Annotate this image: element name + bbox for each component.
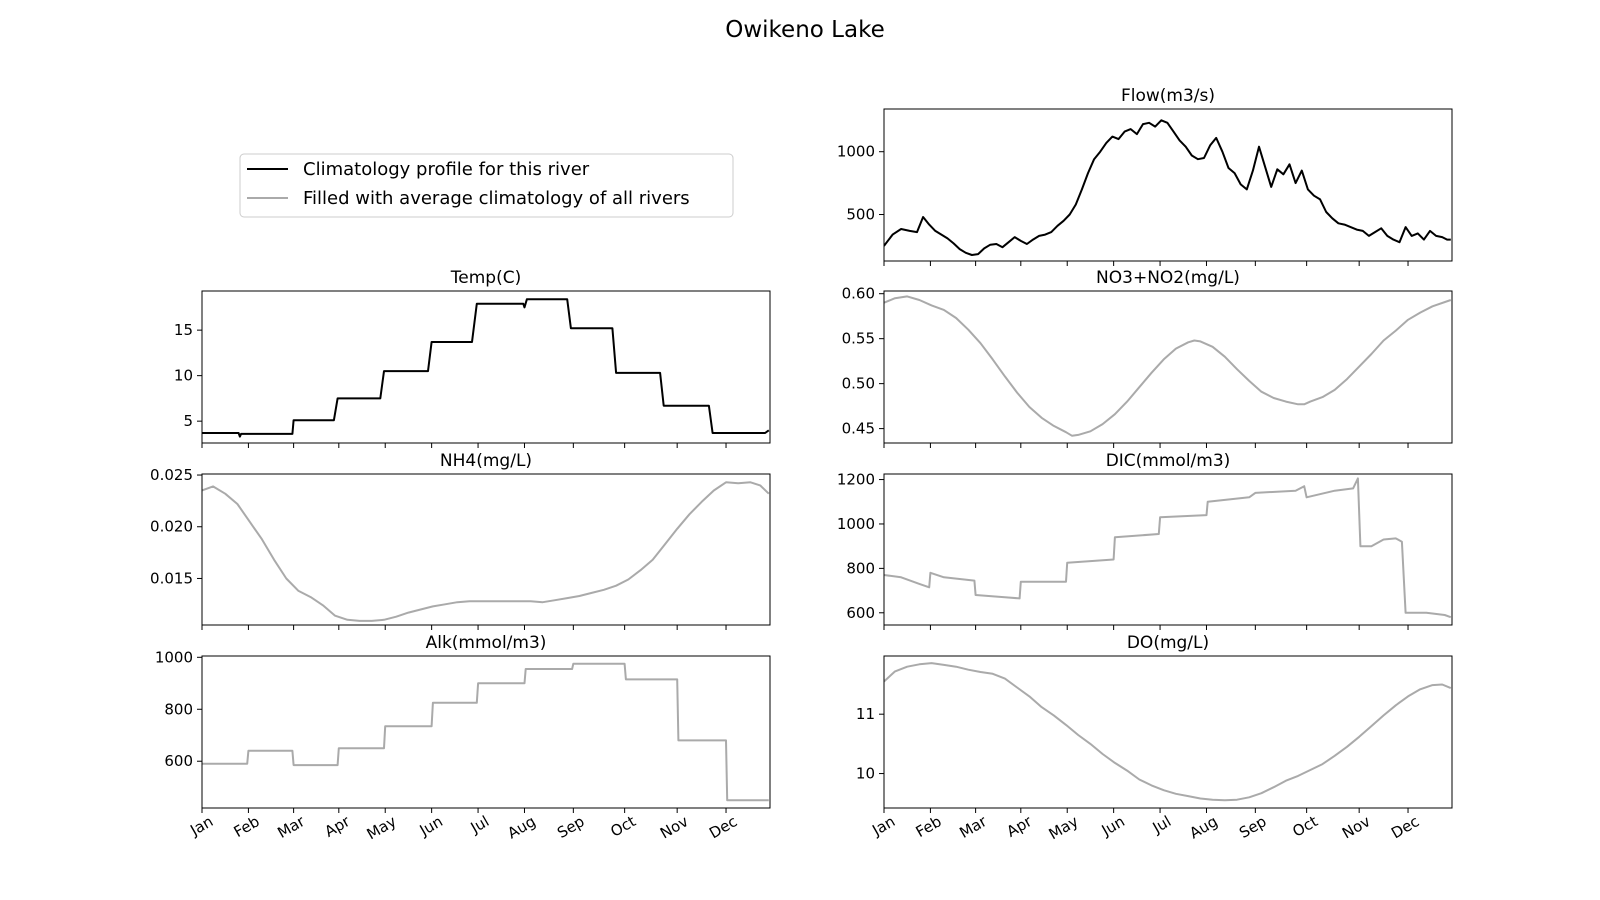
series-line-do: [884, 662, 1452, 802]
xtick-label-alk: Mar: [274, 812, 308, 842]
subplot-no3-no2: NO3+NO2(mg/L) 0.45 0.50 0.55 0.60: [842, 268, 1453, 448]
xtick-label-alk: Sep: [554, 812, 587, 842]
xtick-label-do: Sep: [1236, 812, 1269, 842]
legend-label-filled: Filled with average climatology of all r…: [303, 188, 690, 209]
ytick-label-alk: 1000: [155, 648, 193, 666]
xtick-label-alk: May: [364, 812, 400, 843]
ytick-label-temp: 15: [174, 321, 193, 339]
xtick-label-do: Dec: [1388, 812, 1422, 842]
subplot-title-dic: DIC(mmol/m3): [1106, 451, 1231, 471]
xtick-label-alk: Feb: [231, 812, 263, 841]
series-line-no3-no2: [884, 295, 1452, 437]
series-line-dic: [884, 477, 1452, 619]
ytick-label-nh4: 0.025: [150, 466, 193, 484]
xtick-label-do: Feb: [913, 812, 945, 841]
series-line-alk: [202, 662, 769, 802]
xtick-label-alk: Oct: [607, 812, 639, 841]
subplot-title-no3-no2: NO3+NO2(mg/L): [1096, 268, 1240, 288]
legend-label-climatology: Climatology profile for this river: [303, 159, 590, 180]
subplot-temp: Temp(C) 5 10 15: [174, 268, 771, 448]
ytick-label-nh4: 0.020: [150, 518, 193, 536]
xtick-label-alk: Jan: [186, 812, 216, 840]
ytick-label-no3-no2: 0.60: [842, 285, 875, 303]
series-line-flow: [884, 119, 1451, 256]
ytick-label-dic: 800: [846, 559, 875, 577]
ytick-label-no3-no2: 0.50: [842, 375, 875, 393]
axes-frame-alk: [201, 655, 771, 809]
xtick-label-do: Apr: [1004, 812, 1036, 841]
xtick-label-alk: Jun: [416, 812, 446, 840]
subplot-title-do: DO(mg/L): [1127, 633, 1209, 653]
subplot-alk: Alk(mmol/m3) 600 800 1000 Jan Feb Mar Apr May Jun…: [155, 633, 771, 843]
subplot-nh4: NH4(mg/L) 0.015 0.020 0.025: [150, 451, 771, 630]
xtick-label-alk: Dec: [706, 812, 740, 842]
ytick-label-temp: 10: [174, 367, 193, 385]
subplot-do: DO(mg/L) 10 11 Jan Feb Mar Apr May Jun Jul Aug Sep O…: [856, 633, 1453, 843]
ytick-label-no3-no2: 0.45: [842, 420, 875, 438]
subplot-title-alk: Alk(mmol/m3): [426, 633, 547, 653]
figure-title: Owikeno Lake: [725, 17, 884, 43]
legend: Climatology profile for this river Fille…: [239, 153, 734, 218]
ytick-label-dic: 1000: [837, 515, 875, 533]
axes-frame-flow: [883, 108, 1453, 262]
xtick-label-do: Jul: [1149, 812, 1175, 837]
ytick-label-dic: 1200: [837, 471, 875, 489]
ytick-label-no3-no2: 0.55: [842, 330, 875, 348]
legend-frame: [239, 153, 734, 218]
ytick-label-do: 10: [856, 765, 875, 783]
ytick-label-dic: 600: [846, 604, 875, 622]
xtick-label-do: Mar: [956, 812, 990, 842]
ytick-label-do: 11: [856, 705, 875, 723]
xtick-label-do: Aug: [1186, 812, 1220, 842]
ytick-label-alk: 600: [164, 752, 193, 770]
subplot-title-nh4: NH4(mg/L): [440, 451, 532, 471]
subplot-title-flow: Flow(m3/s): [1121, 86, 1215, 106]
axes-frame-nh4: [201, 473, 771, 626]
ytick-label-nh4: 0.015: [150, 569, 193, 587]
axes-frame-do: [883, 655, 1453, 809]
subplot-dic: DIC(mmol/m3) 600 800 1000 1200: [837, 451, 1453, 630]
ytick-label-flow: 500: [846, 206, 875, 224]
subplot-flow: Flow(m3/s) 500 1000: [837, 86, 1453, 266]
xtick-label-alk: Nov: [657, 812, 691, 842]
ytick-label-temp: 5: [183, 412, 193, 430]
xtick-label-do: Jun: [1098, 812, 1128, 840]
xtick-label-alk: Aug: [504, 812, 538, 842]
axes-frame-dic: [883, 473, 1453, 626]
xtick-label-do: Jan: [868, 812, 898, 840]
axes-frame-temp: [201, 290, 771, 444]
xtick-label-do: Oct: [1289, 812, 1321, 841]
ytick-label-flow: 1000: [837, 143, 875, 161]
xtick-label-do: May: [1046, 812, 1082, 843]
xtick-label-do: Nov: [1339, 812, 1373, 842]
series-line-temp: [202, 298, 770, 438]
series-line-nh4: [202, 481, 770, 622]
xtick-label-alk: Apr: [322, 812, 354, 841]
subplot-title-temp: Temp(C): [450, 268, 521, 288]
axes-frame-no3-no2: [883, 290, 1453, 444]
xtick-label-alk: Jul: [467, 812, 493, 837]
ytick-label-alk: 800: [164, 700, 193, 718]
